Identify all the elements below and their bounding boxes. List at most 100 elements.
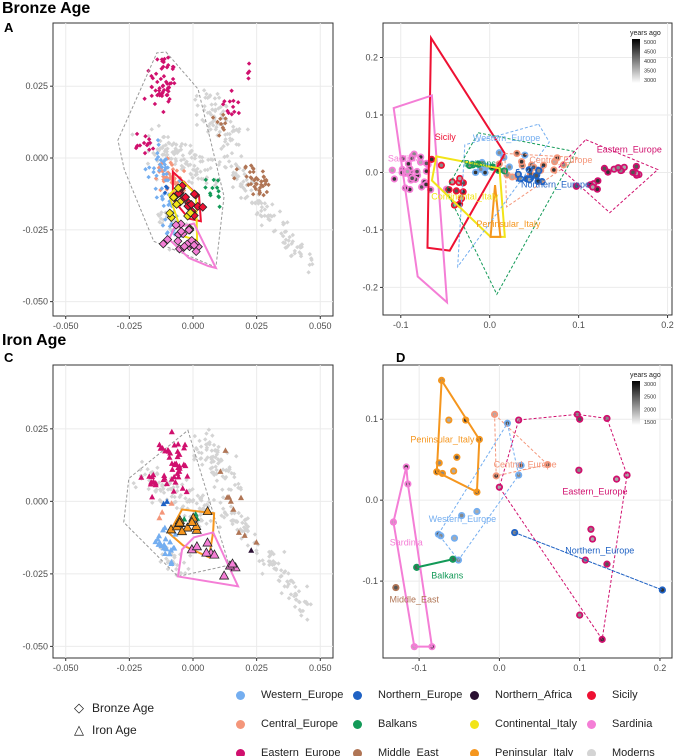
moderns-point (276, 561, 281, 566)
middle-east-point (238, 494, 245, 501)
age-shade-dot (392, 177, 397, 181)
eastern-europe-point (167, 96, 172, 102)
age-shade-dot (507, 165, 512, 169)
moderns-point (283, 229, 289, 234)
moderns-point (165, 134, 171, 140)
moderns-point (208, 112, 214, 117)
moderns-point (295, 244, 300, 250)
western-europe-point (160, 526, 167, 533)
sardinia-point (179, 241, 189, 252)
eastern-europe-point (174, 470, 181, 476)
moderns-point (215, 450, 220, 455)
eastern-europe-point (162, 447, 169, 454)
sicily-point (186, 199, 196, 210)
y-tick-label: -0.2 (362, 282, 378, 292)
moderns-point (155, 465, 160, 470)
moderns-point (204, 180, 209, 186)
age-shade-dot (515, 151, 519, 156)
western-europe-point (172, 531, 179, 537)
moderns-point (174, 562, 180, 568)
legend-label: Eastern_Europe (261, 747, 341, 756)
middle-east-point (248, 181, 254, 187)
legend-item-sardinia: Sardinia (587, 718, 652, 730)
x-tick-label: 0.000 (182, 321, 205, 331)
moderns-point (238, 487, 244, 492)
moderns-point (222, 139, 228, 144)
moderns-point (287, 234, 292, 240)
middle-east-point (251, 169, 256, 175)
moderns-point (203, 437, 208, 442)
moderns-point (259, 208, 264, 214)
legend-item-triangle: △ Iron Age (74, 722, 137, 738)
eastern-europe-point (142, 150, 148, 156)
moderns-point (292, 248, 298, 254)
western-europe-point (167, 199, 172, 204)
moderns-point (290, 232, 295, 238)
central-europe-point (168, 500, 175, 506)
legend-dot-icon (470, 690, 479, 700)
eastern-europe-point (155, 79, 160, 85)
western-europe-point (156, 532, 163, 539)
middle-east-point (247, 169, 253, 175)
northern-europe-point (162, 190, 168, 195)
sardinia-hull (392, 94, 449, 305)
moderns-point (199, 498, 204, 503)
x-tick-label: -0.1 (411, 663, 427, 673)
eastern-europe-point (246, 61, 252, 66)
middle-east-point (227, 498, 234, 504)
eastern-europe-point (164, 92, 169, 98)
middle-east-point (210, 115, 216, 120)
age-shade-dot (390, 168, 395, 173)
western-europe-point (151, 169, 156, 175)
age-shade-dot (419, 185, 424, 189)
moderns-point (223, 165, 229, 170)
eastern-europe-point (150, 75, 156, 81)
moderns-point (157, 219, 162, 225)
moderns-point (163, 210, 168, 215)
western-europe-point (154, 157, 159, 162)
western-europe-point (147, 165, 152, 170)
moderns-point (204, 521, 209, 526)
moderns-point (156, 123, 162, 128)
moderns-point (262, 207, 268, 212)
eastern-europe-point (146, 473, 153, 479)
moderns-point (294, 592, 299, 598)
moderns-point (206, 427, 212, 432)
moderns-point (229, 471, 234, 476)
moderns-point (260, 571, 265, 576)
moderns-point (161, 486, 166, 491)
eastern-europe-point (165, 81, 170, 86)
moderns-point (307, 251, 313, 257)
moderns-point (188, 553, 193, 558)
x-tick-label: 0.050 (309, 321, 332, 331)
eastern-europe-point (230, 104, 236, 110)
peninsular-italy-point (174, 517, 185, 527)
age-shade-dot (577, 468, 581, 473)
age-shade-dot (451, 469, 456, 473)
eastern-europe-point (175, 441, 182, 447)
western-europe-point (162, 535, 169, 542)
x-tick-label: 0.1 (573, 663, 586, 673)
age-shade-dot (527, 177, 532, 182)
moderns-point (218, 500, 223, 505)
northern-europe-point (160, 500, 167, 507)
northern-africa-point (248, 547, 255, 553)
moderns-point (288, 592, 294, 597)
moderns-point (236, 174, 241, 179)
moderns-point (208, 518, 213, 524)
moderns-point (302, 599, 307, 604)
eastern-europe-point (235, 100, 241, 105)
age-shade-dot (447, 418, 451, 422)
legend-label: Central_Europe (261, 718, 339, 730)
western-europe-point (171, 545, 178, 551)
moderns-point (226, 469, 231, 474)
moderns-point (309, 256, 314, 261)
age-shade-dot (660, 588, 665, 592)
panel-d: -0.1 0.0 0.1 0.2 -0.1 0.0 0.1 Peninsular_Italy C… (362, 364, 673, 673)
moderns-point (215, 91, 220, 97)
age-shade-dot (473, 170, 478, 175)
moderns-point (259, 223, 264, 228)
middle-east-point (261, 174, 266, 179)
eastern-europe-point (147, 147, 152, 152)
